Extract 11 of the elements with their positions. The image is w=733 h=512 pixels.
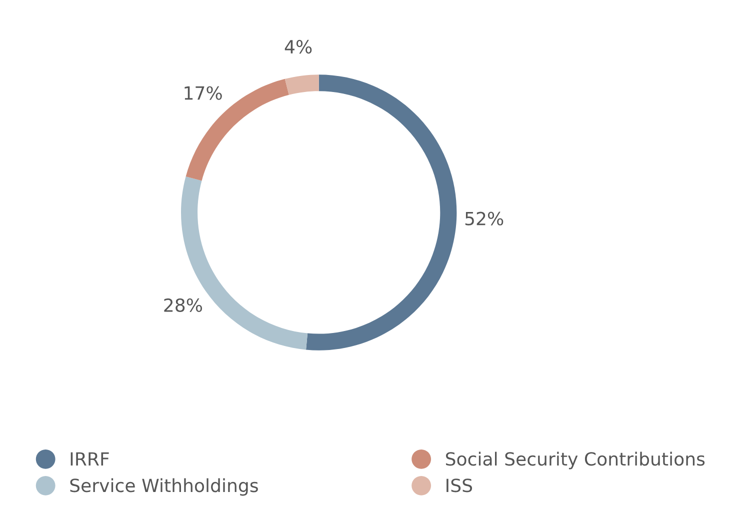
legend-label: ISS [446, 478, 472, 492]
donut-slice [306, 74, 457, 350]
legend-label: Service Withholdings [70, 478, 258, 496]
data-label: 4% [284, 40, 312, 54]
donut-slice [284, 74, 319, 95]
data-label: 52% [465, 212, 504, 226]
data-label: 28% [164, 298, 202, 312]
legend-label: IRRF [70, 452, 109, 466]
donut-slice [186, 78, 289, 181]
legend-label: Social Security Contributions [446, 452, 705, 470]
data-label: 17% [184, 86, 222, 100]
